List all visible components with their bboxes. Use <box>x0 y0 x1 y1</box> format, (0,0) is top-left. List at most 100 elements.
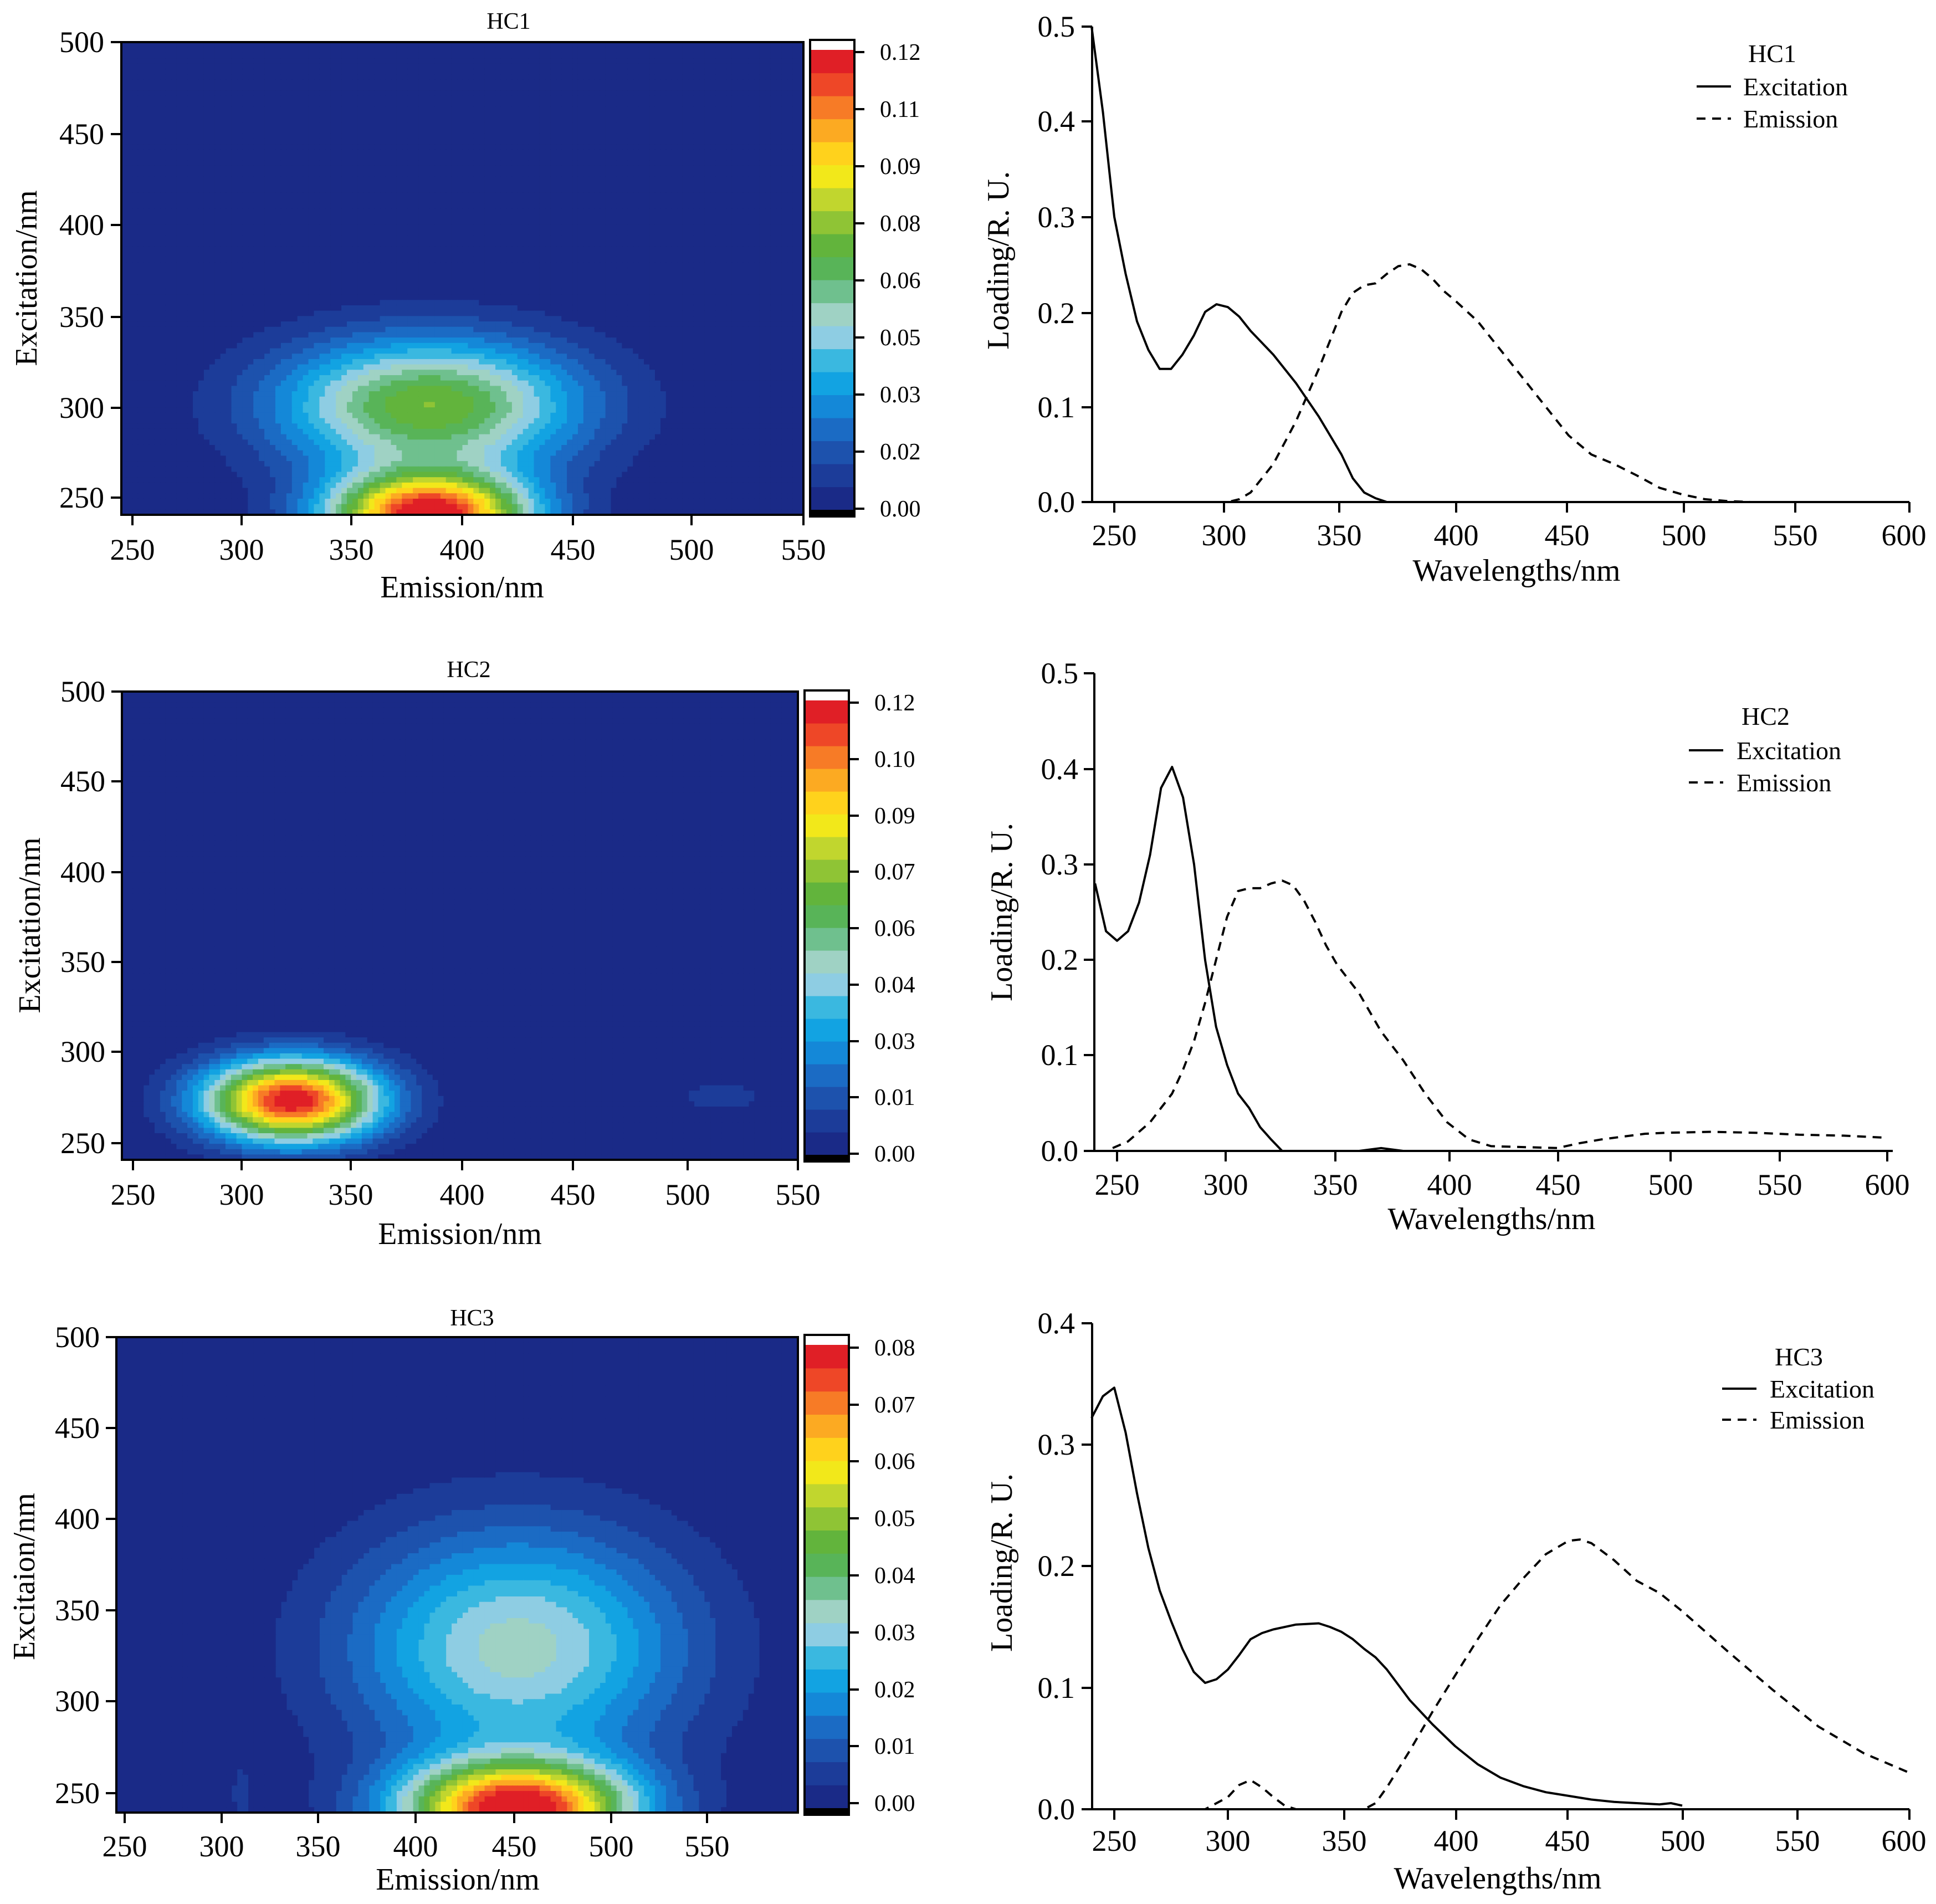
hc1-heatmap-cell <box>369 58 375 64</box>
hc1-heatmap-cell <box>275 58 281 64</box>
hc1-heatmap-cell <box>567 69 573 74</box>
hc1-heatmap-cell <box>578 69 584 74</box>
hc1-heatmap-cell <box>760 69 766 74</box>
hc1-heatmap-cell <box>132 85 139 91</box>
hc1-heatmap-cell <box>270 58 276 64</box>
hc1-heatmap-cell <box>760 48 766 53</box>
hc1-heatmap-cell <box>518 64 524 69</box>
hc1-heatmap-cell <box>424 58 430 64</box>
hc1-heatmap-cell <box>352 58 358 64</box>
hc1-heatmap-cell <box>473 80 479 85</box>
hc1-heatmap-cell <box>209 58 216 64</box>
hc1-heatmap-cell <box>204 48 210 53</box>
hc1-heatmap-cell <box>704 69 710 74</box>
hc1-heatmap-cell <box>732 58 738 64</box>
hc1-heatmap-cell <box>298 64 304 69</box>
hc1-heatmap-cell <box>600 69 606 74</box>
hc1-heatmap-cell <box>237 48 243 53</box>
hc1-heatmap-cell <box>770 58 776 64</box>
hc1-heatmap-cell <box>589 80 595 85</box>
hc1-heatmap-cell <box>638 64 644 69</box>
hc1-heatmap-cell <box>529 69 535 74</box>
hc1-heatmap-cell <box>446 64 452 69</box>
hc1-heatmap-cell <box>561 58 567 64</box>
hc1-heatmap-cell <box>606 74 612 80</box>
hc1-heatmap-cell <box>314 69 320 74</box>
hc1-heatmap-cell <box>737 48 744 53</box>
hc1-heatmap-cell <box>561 53 567 58</box>
hc1-heatmap-cell <box>611 64 617 69</box>
hc1-heatmap-cell <box>600 80 606 85</box>
hc1-heatmap-cell <box>589 74 595 80</box>
hc1-heatmap-cell <box>429 53 436 58</box>
hc1-heatmap-cell <box>484 80 490 85</box>
hc1-heatmap-cell <box>770 64 776 69</box>
hc1-heatmap-cell <box>386 64 392 69</box>
hc1-heatmap-cell <box>539 58 545 64</box>
hc1-heatmap-cell <box>303 85 309 91</box>
hc1-heatmap-cell <box>187 58 193 64</box>
hc1-heatmap-cell <box>550 53 556 58</box>
hc1-heatmap-cell <box>776 58 782 64</box>
hc1-heatmap-cell <box>132 69 139 74</box>
hc1-heatmap-cell <box>358 80 364 85</box>
hc1-heatmap-cell <box>429 58 436 64</box>
hc1-heatmap-cell <box>606 64 612 69</box>
hc1-heatmap-cell <box>402 53 408 58</box>
hc1-heatmap-cell <box>589 58 595 64</box>
hc1-heatmap-cell <box>281 80 287 85</box>
hc1-heatmap-cell <box>435 69 441 74</box>
hc1-heatmap-cell <box>606 58 612 64</box>
hc1-heatmap-cell <box>732 64 738 69</box>
hc1-heatmap-cell <box>314 58 320 64</box>
hc1-heatmap-cell <box>715 74 721 80</box>
hc1-heatmap-cell <box>215 85 221 91</box>
hc1-heatmap-cell <box>501 69 507 74</box>
hc1-heatmap-cell <box>253 85 259 91</box>
hc1-heatmap-cell <box>683 48 689 53</box>
hc1-heatmap-cell <box>600 64 606 69</box>
hc1-heatmap-cell <box>435 80 441 85</box>
hc1-heatmap-cell <box>616 80 622 85</box>
hc1-heatmap-cell <box>341 53 347 58</box>
hc1-heatmap-cell <box>347 69 353 74</box>
hc1-eem-panel: HC1 250 300 350 400 450 500 550 250 <box>9 9 921 605</box>
hc1-heatmap-cell <box>413 53 419 58</box>
hc1-heatmap-cell <box>633 58 639 64</box>
hc1-heatmap-cell <box>743 53 749 58</box>
hc1-heatmap-cell <box>743 58 749 64</box>
hc1-heatmap-cell <box>622 64 628 69</box>
hc1-heatmap-cell <box>672 69 678 74</box>
hc1-heatmap-cell <box>556 58 562 64</box>
hc1-heatmap-cell <box>396 64 402 69</box>
hc1-heatmap-cell <box>561 64 567 69</box>
hc1-heatmap-cell <box>204 58 210 64</box>
hc1-heatmap-cell <box>429 69 436 74</box>
hc1-heatmap-cell <box>259 80 265 85</box>
hc1-heatmap-cell <box>232 58 238 64</box>
hc1-heatmap-cell <box>204 53 210 58</box>
hc1-heatmap-cell <box>452 80 458 85</box>
hc1-heatmap-cell <box>281 64 287 69</box>
hc1-heatmap-cell <box>649 80 655 85</box>
hc1-heatmap-cell <box>578 53 584 58</box>
hc1-heatmap-cell <box>325 64 331 69</box>
hc1-heatmap-cell <box>413 74 419 80</box>
hc1-heatmap-cell <box>633 80 639 85</box>
hc1-heatmap-cell <box>572 69 578 74</box>
hc1-heatmap-cell <box>622 58 628 64</box>
hc1-heatmap-cell <box>441 64 447 69</box>
hc1-heatmap-cell <box>583 48 590 53</box>
hc1-heatmap-cell <box>677 58 683 64</box>
hc1-heatmap-cell <box>176 69 182 74</box>
hc1-heatmap-cell <box>259 85 265 91</box>
hc1-heatmap-cell <box>171 85 177 91</box>
hc1-heatmap-cell <box>715 64 721 69</box>
hc1-heatmap-cell <box>363 64 370 69</box>
hc1-heatmap-cell <box>457 74 463 80</box>
hc1-heatmap-cell <box>226 69 232 74</box>
hc1-heatmap-cell <box>721 64 727 69</box>
hc1-heatmap-cell <box>754 80 760 85</box>
hc1-heatmap-cell <box>369 80 375 85</box>
hc1-heatmap-cell <box>649 48 655 53</box>
